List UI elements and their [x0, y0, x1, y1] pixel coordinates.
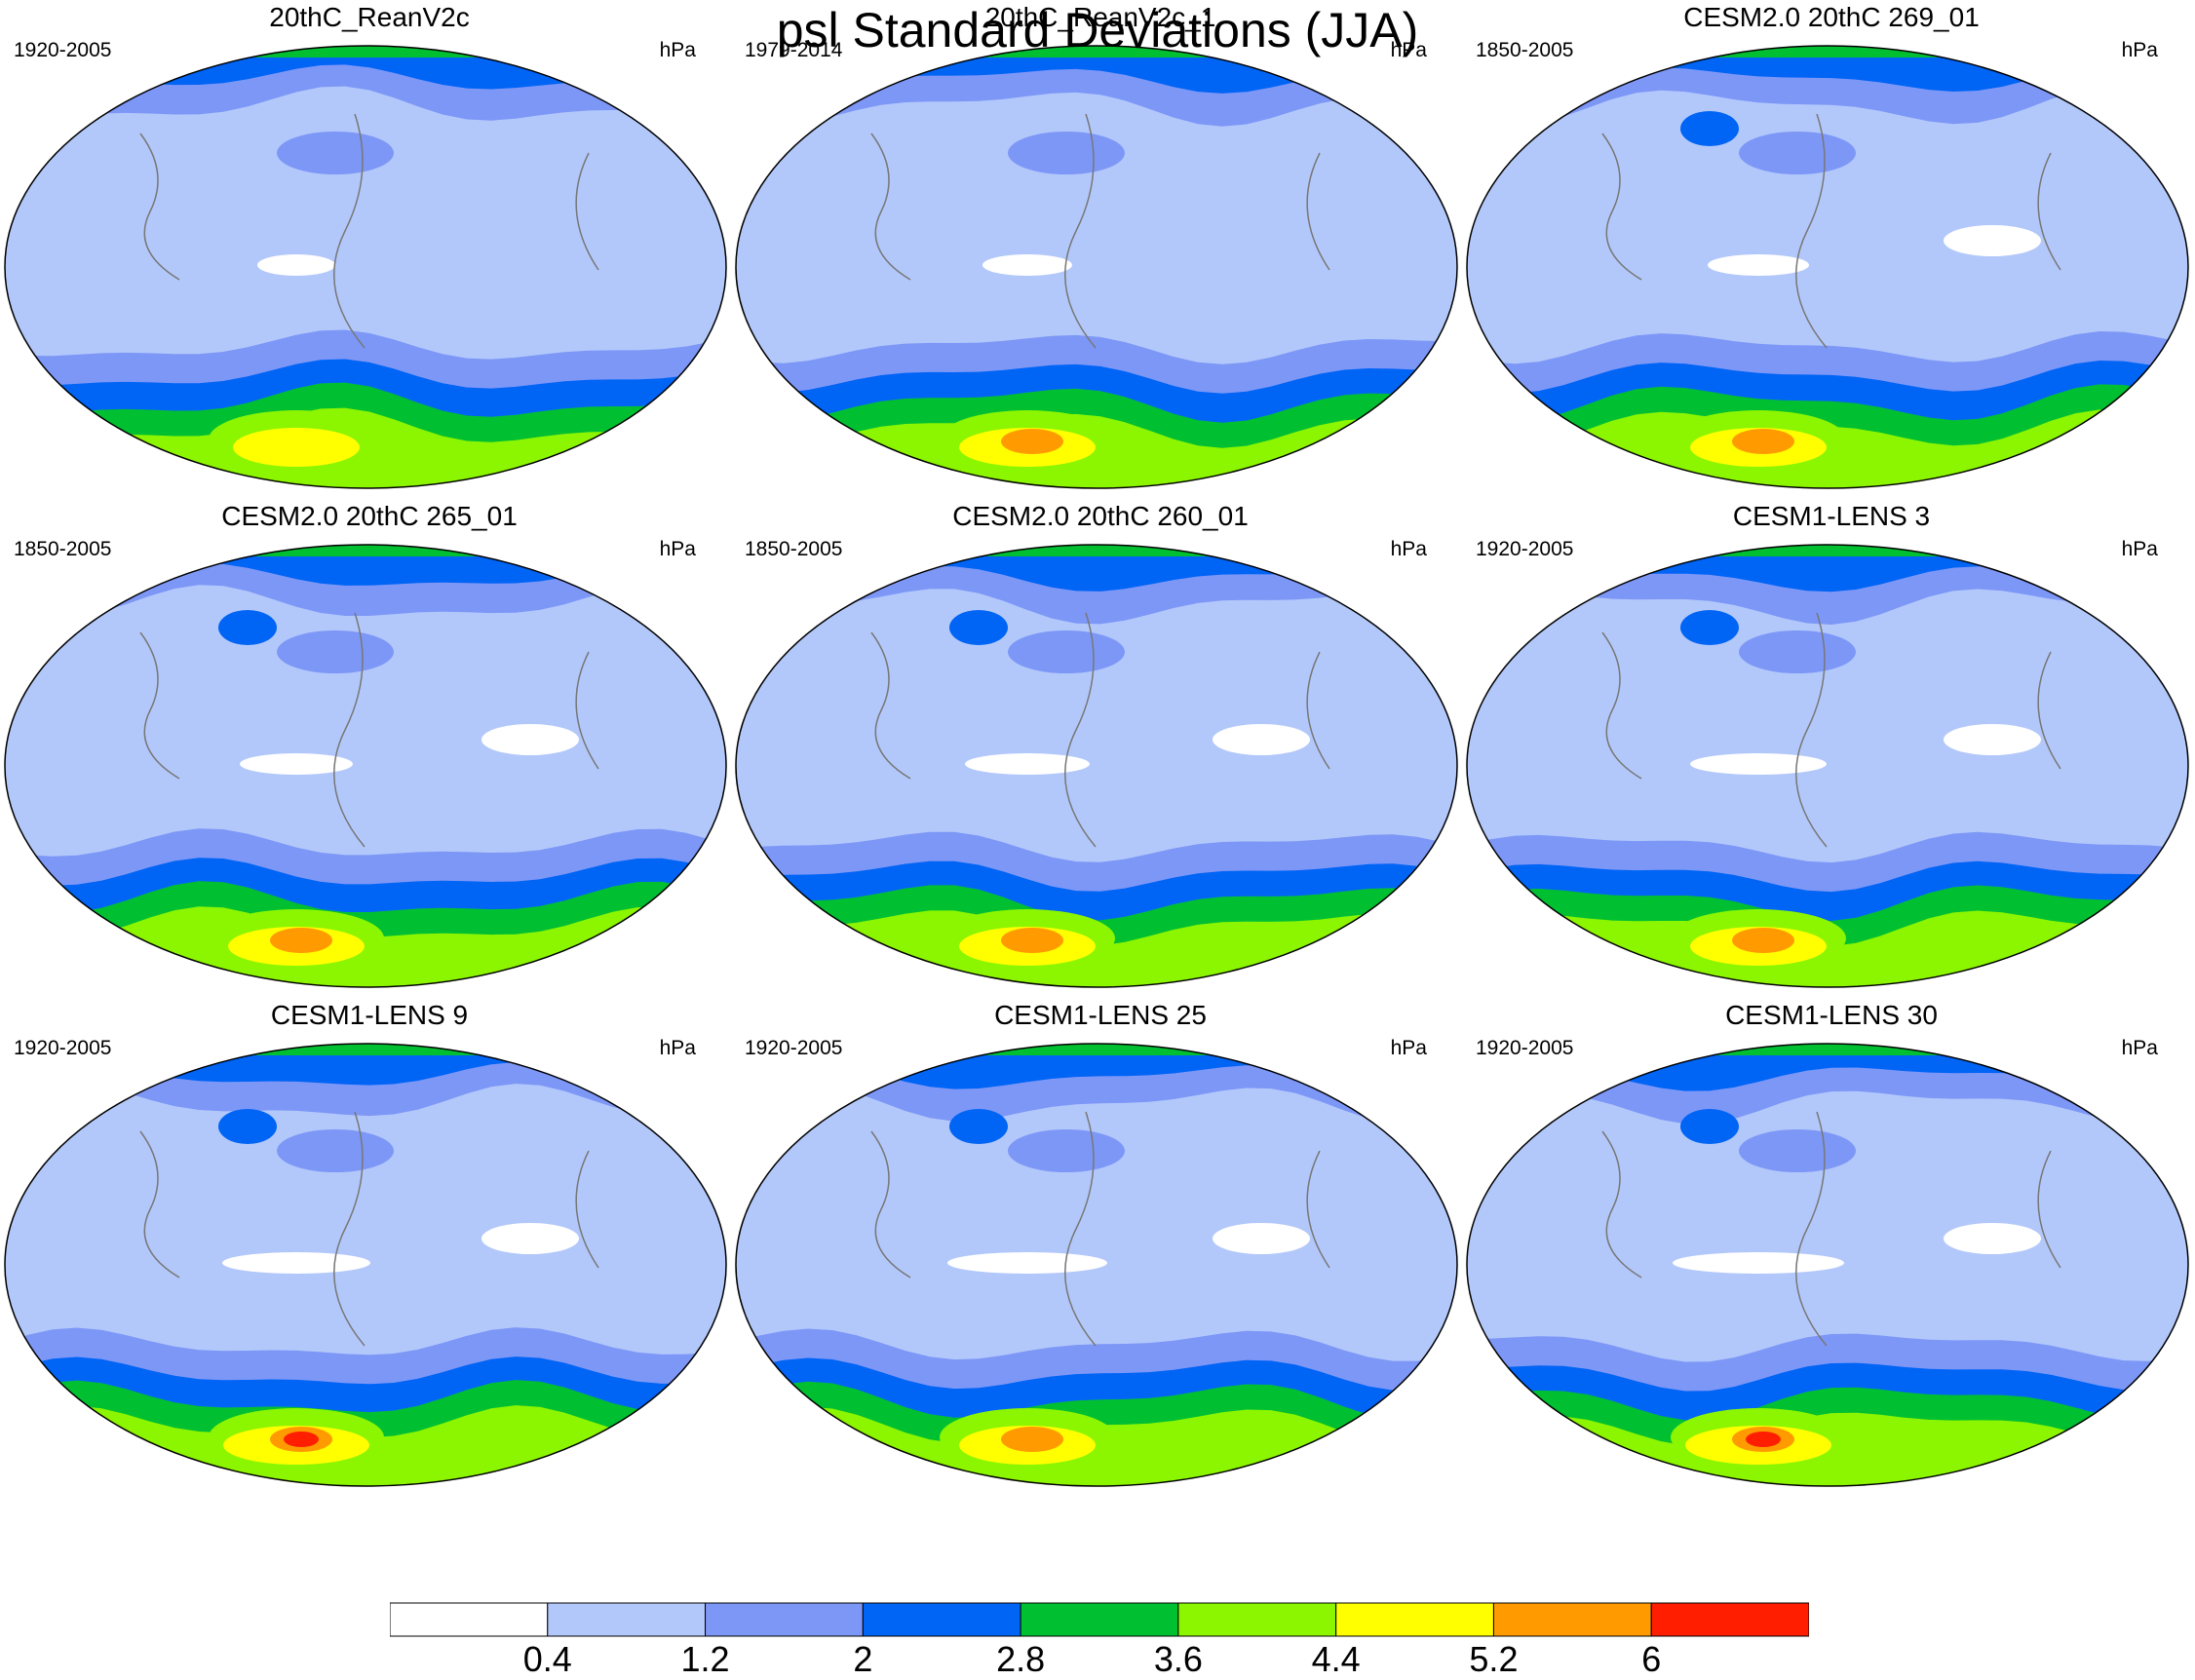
coastline: [870, 612, 1330, 848]
panel-title: CESM1-LENS 9: [270, 1000, 469, 1030]
colorbar-segment: [390, 1602, 549, 1637]
contour-field: [5, 46, 726, 488]
panel-years: 1850-2005: [1476, 39, 1574, 61]
coastline: [139, 1111, 599, 1347]
colorbar-tick-label: 3.6: [1153, 1639, 1203, 1679]
panel-units: hPa: [2121, 39, 2158, 61]
panel-units: hPa: [1390, 538, 1427, 560]
panel-title: CESM1-LENS 3: [1732, 501, 1931, 531]
map-panel: CESM1-LENS 3 1920-2005 hPa: [1466, 501, 2195, 988]
contour-field: [1467, 1044, 2188, 1486]
map-panel: CESM1-LENS 9 1920-2005 hPa: [4, 1000, 735, 1487]
colorbar-segment: [1650, 1602, 1809, 1637]
map-plot: [1466, 544, 2189, 988]
panel-title: CESM1-LENS 30: [1725, 1000, 1938, 1030]
colorbar: [390, 1602, 1809, 1637]
contour-field: [1467, 46, 2188, 488]
panel-units: hPa: [1390, 39, 1427, 61]
colorbar-tick-label: 1.2: [680, 1639, 730, 1679]
map-panel: CESM2.0 20thC 260_01 1850-2005 hPa: [735, 501, 1466, 988]
colorbar-segment: [705, 1602, 864, 1637]
map-outline: [4, 45, 727, 489]
colorbar-segment: [1335, 1602, 1494, 1637]
panel-title: 20thC_ReanV2c_1: [984, 2, 1216, 32]
map-outline: [735, 1043, 1458, 1487]
panel-title: CESM2.0 20thC 269_01: [1683, 2, 1980, 32]
colorbar-tick-label: 0.4: [522, 1639, 572, 1679]
coastline: [1601, 113, 2061, 349]
map-plot: [735, 544, 1458, 988]
coastline: [1601, 612, 2061, 848]
map-outline: [4, 544, 727, 988]
panel-units: hPa: [2121, 538, 2158, 560]
map-plot: [4, 45, 727, 489]
panel-units: hPa: [659, 39, 696, 61]
colorbar-tick-label: 2: [853, 1639, 873, 1679]
panel-title: CESM1-LENS 25: [994, 1000, 1207, 1030]
map-panel: CESM1-LENS 25 1920-2005 hPa: [735, 1000, 1466, 1487]
panel-units: hPa: [1390, 1037, 1427, 1059]
map-outline: [735, 45, 1458, 489]
map-outline: [1466, 45, 2189, 489]
panel-years: 1920-2005: [745, 1037, 843, 1059]
map-plot: [735, 45, 1458, 489]
colorbar-segment: [1020, 1602, 1179, 1637]
panel-years: 1920-2005: [14, 39, 112, 61]
colorbar-segment: [862, 1602, 1021, 1637]
map-outline: [735, 544, 1458, 988]
panel-years: 1979-2014: [745, 39, 843, 61]
map-outline: [4, 1043, 727, 1487]
map-plot: [735, 1043, 1458, 1487]
map-panel: CESM1-LENS 30 1920-2005 hPa: [1466, 1000, 2195, 1487]
map-outline: [1466, 544, 2189, 988]
map-plot: [1466, 45, 2189, 489]
contour-field: [736, 46, 1457, 488]
map-panel: 20thC_ReanV2c_1 1979-2014 hPa: [735, 2, 1466, 489]
panel-title: 20thC_ReanV2c: [269, 2, 470, 32]
contour-field: [736, 545, 1457, 987]
panel-years: 1920-2005: [1476, 1037, 1574, 1059]
coastline: [1601, 1111, 2061, 1347]
panel-years: 1920-2005: [14, 1037, 112, 1059]
panel-title: CESM2.0 20thC 260_01: [952, 501, 1249, 531]
colorbar-tick-label: 5.2: [1469, 1639, 1519, 1679]
panel-units: hPa: [2121, 1037, 2158, 1059]
panel-units: hPa: [659, 538, 696, 560]
panel-units: hPa: [659, 1037, 696, 1059]
map-plot: [1466, 1043, 2189, 1487]
contour-field: [5, 1044, 726, 1486]
coastline: [870, 1111, 1330, 1347]
map-panel: 20thC_ReanV2c 1920-2005 hPa: [4, 2, 735, 489]
map-plot: [4, 544, 727, 988]
colorbar-tick-label: 4.4: [1311, 1639, 1361, 1679]
map-panel: CESM2.0 20thC 265_01 1850-2005 hPa: [4, 501, 735, 988]
map-panel: CESM2.0 20thC 269_01 1850-2005 hPa: [1466, 2, 2195, 489]
panel-title: CESM2.0 20thC 265_01: [221, 501, 518, 531]
colorbar-segment: [1177, 1602, 1337, 1637]
contour-field: [5, 545, 726, 987]
map-plot: [4, 1043, 727, 1487]
colorbar-segment: [547, 1602, 707, 1637]
coastline: [139, 612, 599, 848]
panel-years: 1920-2005: [1476, 538, 1574, 560]
contour-field: [1467, 545, 2188, 987]
colorbar-tick-label: 6: [1641, 1639, 1662, 1679]
panel-years: 1850-2005: [745, 538, 843, 560]
colorbar-segment: [1492, 1602, 1652, 1637]
colorbar-tick-label: 2.8: [996, 1639, 1046, 1679]
map-outline: [1466, 1043, 2189, 1487]
contour-field: [736, 1044, 1457, 1486]
panel-years: 1850-2005: [14, 538, 112, 560]
coastline: [139, 113, 599, 349]
coastline: [870, 113, 1330, 349]
